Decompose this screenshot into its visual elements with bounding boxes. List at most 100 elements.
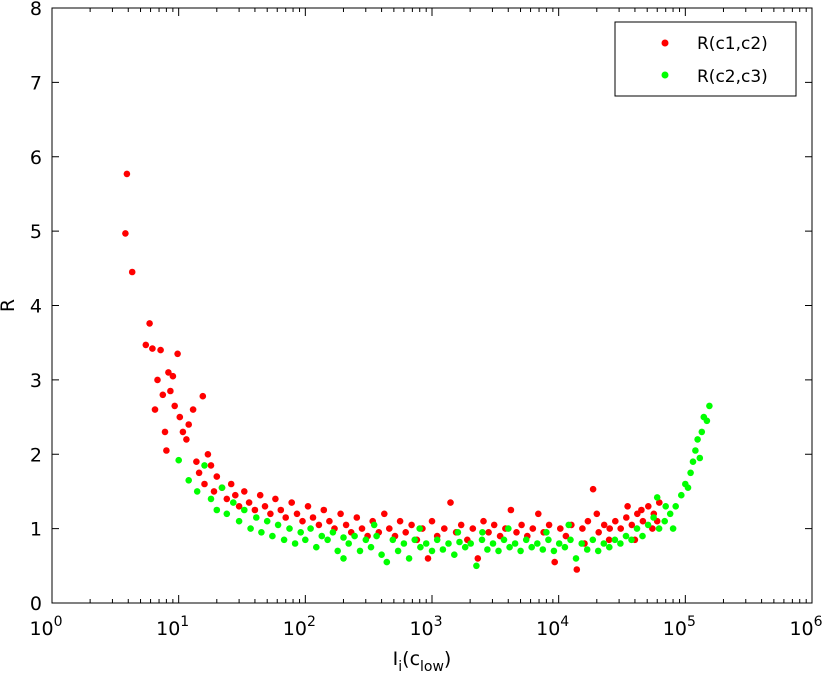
x-tick-label: 101 [156, 614, 189, 640]
point-r-c2-c3 [655, 525, 663, 532]
y-axis-label: R [0, 299, 19, 312]
point-r-c1-c2 [195, 469, 203, 477]
point-r-c1-c2 [624, 503, 631, 510]
legend-marker-r-c2-c3 [661, 71, 669, 79]
point-r-c2-c3 [706, 402, 713, 410]
x-tick-label: 105 [663, 614, 696, 640]
point-r-c2-c3 [505, 525, 512, 532]
point-r-c2-c3 [565, 521, 572, 529]
point-r-c1-c2 [207, 462, 215, 469]
point-r-c1-c2 [342, 521, 350, 529]
point-r-c1-c2 [649, 525, 656, 532]
point-r-c2-c3 [445, 540, 452, 547]
point-r-c1-c2 [605, 536, 613, 544]
point-r-c1-c2 [645, 503, 652, 510]
point-r-c2-c3 [329, 529, 337, 536]
point-r-c1-c2 [589, 485, 597, 493]
point-r-c2-c3 [400, 540, 408, 547]
point-r-c2-c3 [511, 540, 519, 547]
point-r-c1-c2 [256, 491, 264, 499]
point-r-c1-c2 [579, 525, 586, 532]
point-r-c2-c3 [394, 547, 402, 555]
point-r-c1-c2 [282, 514, 290, 521]
point-r-c1-c2 [309, 514, 317, 521]
point-r-c2-c3 [302, 536, 309, 544]
point-r-c2-c3 [461, 543, 469, 551]
point-r-c2-c3 [583, 546, 591, 553]
point-r-c2-c3 [669, 525, 677, 532]
point-r-c2-c3 [340, 534, 347, 541]
point-r-c1-c2 [232, 491, 239, 499]
point-r-c2-c3 [539, 546, 547, 553]
point-r-c2-c3 [594, 547, 602, 555]
point-r-c1-c2 [189, 406, 197, 413]
point-r-c1-c2 [518, 521, 525, 529]
point-r-c2-c3 [479, 529, 486, 536]
point-r-c1-c2 [299, 517, 306, 525]
x-axis-label-paren: (c [402, 648, 420, 670]
point-r-c1-c2 [656, 499, 663, 506]
point-r-c1-c2 [535, 510, 542, 518]
point-r-c2-c3 [439, 546, 447, 553]
point-r-c1-c2 [261, 503, 269, 510]
legend-label-r-c2-c3: R(c2,c3) [697, 67, 768, 87]
point-r-c1-c2 [183, 436, 190, 443]
point-r-c1-c2 [386, 525, 393, 532]
point-r-c1-c2 [223, 495, 231, 503]
point-r-c1-c2 [628, 521, 636, 529]
point-r-c2-c3 [478, 536, 486, 544]
point-r-c1-c2 [320, 506, 328, 514]
y-tick-label: 6 [30, 147, 42, 169]
point-r-c2-c3 [274, 521, 282, 529]
point-r-c2-c3 [213, 506, 221, 514]
point-r-c2-c3 [696, 454, 704, 462]
point-r-c2-c3 [644, 521, 652, 529]
point-r-c1-c2 [159, 391, 167, 399]
point-r-c1-c2 [457, 521, 465, 529]
point-r-c1-c2 [396, 517, 404, 525]
point-r-c2-c3 [689, 458, 697, 466]
point-r-c1-c2 [593, 510, 601, 518]
point-r-c1-c2 [606, 525, 613, 532]
plot-area [51, 7, 813, 604]
point-r-c1-c2 [167, 387, 174, 395]
x-tick-label: 104 [536, 614, 569, 640]
x-tick-label: 102 [283, 614, 316, 640]
point-r-c2-c3 [280, 536, 288, 544]
point-r-c2-c3 [628, 536, 635, 544]
y-tick-label: 2 [30, 444, 42, 466]
point-r-c2-c3 [428, 547, 436, 555]
point-r-c1-c2 [638, 506, 645, 514]
point-r-c2-c3 [534, 540, 541, 547]
legend-label-r-c1-c2: R(c1,c2) [697, 34, 768, 54]
x-tick-label: 103 [409, 614, 442, 640]
point-r-c2-c3 [606, 543, 613, 551]
point-r-c1-c2 [169, 372, 177, 380]
point-r-c2-c3 [367, 543, 375, 551]
point-r-c1-c2 [193, 458, 200, 466]
point-r-c1-c2 [272, 495, 279, 503]
point-r-c1-c2 [304, 503, 312, 510]
minor-ticks [89, 8, 807, 603]
point-r-c1-c2 [612, 517, 619, 525]
point-r-c2-c3 [362, 536, 370, 544]
point-r-c2-c3 [572, 555, 580, 562]
point-r-c2-c3 [378, 551, 385, 558]
point-r-c1-c2 [358, 525, 366, 532]
point-r-c2-c3 [666, 510, 674, 518]
point-r-c2-c3 [506, 543, 513, 551]
point-r-c2-c3 [340, 555, 347, 562]
point-r-c1-c2 [485, 529, 492, 536]
x-axis-label-base: I [393, 648, 399, 670]
point-r-c2-c3 [269, 532, 276, 540]
point-r-c1-c2 [469, 525, 477, 532]
point-r-c1-c2 [428, 517, 436, 525]
point-r-c2-c3 [383, 558, 391, 566]
point-r-c1-c2 [381, 510, 388, 518]
point-r-c1-c2 [490, 521, 498, 529]
point-r-c1-c2 [142, 341, 150, 349]
point-r-c1-c2 [213, 473, 221, 480]
x-tick-label: 106 [789, 614, 822, 640]
point-r-c2-c3 [517, 547, 524, 555]
point-r-c2-c3 [258, 529, 265, 536]
